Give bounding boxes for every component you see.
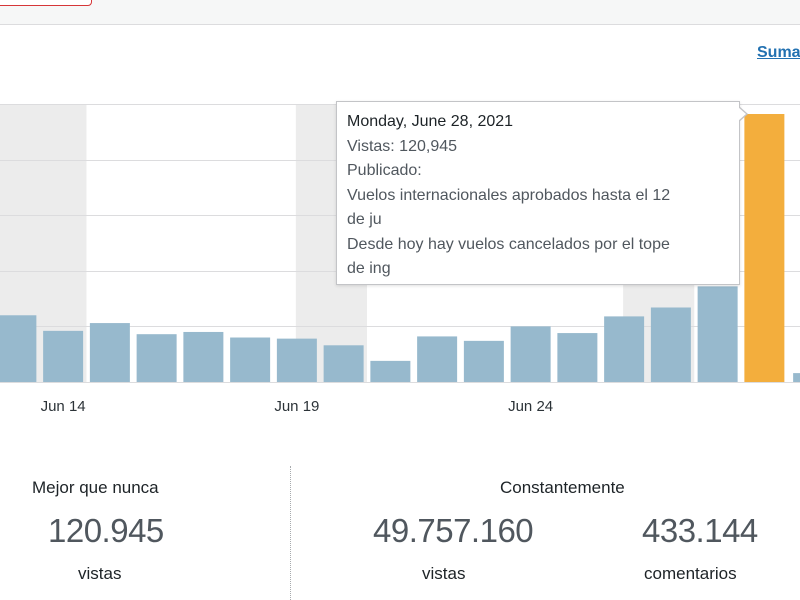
bar bbox=[43, 330, 84, 382]
x-tick-label: Jun 14 bbox=[41, 398, 86, 415]
bar bbox=[604, 316, 645, 382]
tooltip-published-label: Publicado: bbox=[347, 162, 422, 179]
tooltip-date: Monday, June 28, 2021 bbox=[347, 113, 514, 130]
all-time-comments-label: comentarios bbox=[644, 564, 737, 583]
bar bbox=[463, 340, 504, 382]
bar bbox=[276, 338, 317, 382]
bar bbox=[89, 323, 130, 382]
stats-divider bbox=[290, 466, 291, 600]
all-time-views-value: 49.757.160 bbox=[373, 512, 534, 549]
bar bbox=[557, 333, 598, 382]
bar bbox=[650, 307, 691, 382]
tooltip-post-title: Vuelos internacionales aprobados hasta e… bbox=[347, 186, 671, 204]
tooltip-post-title-cont: de ju bbox=[347, 211, 382, 228]
bar bbox=[323, 345, 364, 382]
tooltip-post-title-cont: de ing bbox=[347, 260, 391, 277]
bar-highlighted bbox=[744, 114, 785, 382]
summary-link[interactable]: Suma bbox=[757, 44, 800, 61]
best-ever-heading: Mejor que nunca bbox=[32, 478, 159, 497]
bar bbox=[370, 360, 411, 382]
all-time-comments-value: 433.144 bbox=[642, 512, 758, 549]
x-tick-label: Jun 19 bbox=[274, 398, 319, 415]
all-time-views-label: vistas bbox=[422, 564, 466, 583]
top-toolbar bbox=[0, 0, 800, 25]
x-tick-label: Jun 24 bbox=[508, 398, 553, 415]
bar bbox=[0, 315, 37, 382]
bar bbox=[230, 337, 271, 382]
bar bbox=[697, 286, 738, 382]
tooltip-post-title: Desde hoy hay vuelos cancelados por el t… bbox=[347, 235, 670, 253]
bar bbox=[417, 336, 458, 382]
top-action-button[interactable] bbox=[0, 0, 92, 6]
chart-tooltip: Monday, June 28, 2021 Vistas: 120,945 Pu… bbox=[336, 101, 748, 285]
bar bbox=[136, 334, 177, 382]
best-ever-value: 120.945 bbox=[48, 512, 164, 549]
best-ever-label: vistas bbox=[78, 564, 122, 583]
bar bbox=[183, 331, 224, 382]
tooltip-views: Vistas: 120,945 bbox=[347, 137, 458, 155]
all-time-heading: Constantemente bbox=[500, 478, 625, 497]
bar bbox=[793, 373, 800, 382]
bar bbox=[510, 326, 551, 382]
